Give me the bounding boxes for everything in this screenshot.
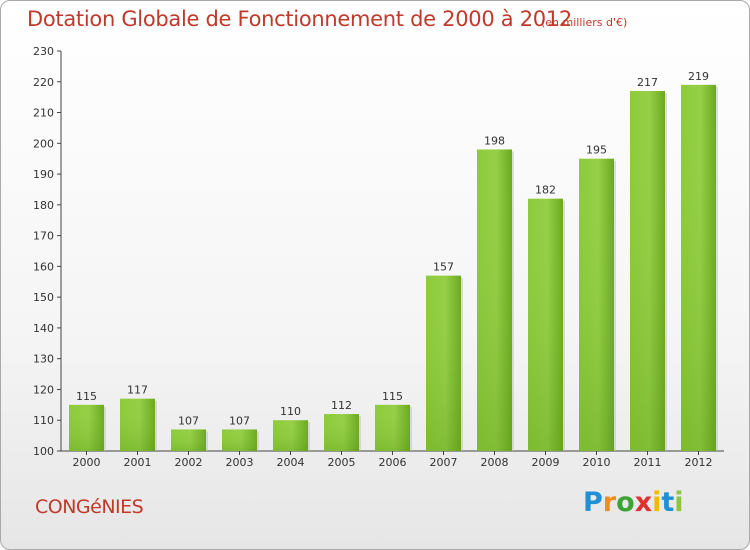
bar-shade xyxy=(69,404,104,451)
x-tick-label: 2005 xyxy=(328,456,356,469)
x-tick-label: 2002 xyxy=(175,456,203,469)
y-tick-label: 190 xyxy=(33,168,54,181)
bar-shade xyxy=(222,429,257,451)
x-tick-label: 2010 xyxy=(583,456,611,469)
bar-shade xyxy=(630,91,665,451)
logo-letter: r xyxy=(602,487,617,518)
x-tick-label: 2003 xyxy=(226,456,254,469)
logo-letter: o xyxy=(616,487,635,518)
y-tick-label: 180 xyxy=(33,199,54,212)
y-tick-label: 110 xyxy=(33,414,54,427)
bar-shade xyxy=(579,158,614,451)
y-tick-label: 150 xyxy=(33,291,54,304)
bar-shade xyxy=(681,84,716,451)
chart-title: Dotation Globale de Fonctionnement de 20… xyxy=(27,7,572,31)
bar-value-label: 112 xyxy=(331,399,352,412)
bar-value-label: 110 xyxy=(280,405,301,418)
x-tick-label: 2011 xyxy=(634,456,662,469)
x-tick-label: 2000 xyxy=(73,456,101,469)
proxiti-logo: Proxiti xyxy=(583,487,684,518)
bar-value-label: 107 xyxy=(229,414,250,427)
y-tick-label: 210 xyxy=(33,107,54,120)
y-tick-label: 200 xyxy=(33,137,54,150)
logo-letter: P xyxy=(583,487,603,518)
bar-value-label: 198 xyxy=(484,134,505,147)
commune-name: CONGéNIES xyxy=(35,496,144,518)
bar-shade xyxy=(171,429,206,451)
bar-shade xyxy=(477,149,512,451)
logo-letter: i xyxy=(652,487,662,518)
x-tick-label: 2007 xyxy=(430,456,458,469)
y-tick-label: 120 xyxy=(33,383,54,396)
bar-shade xyxy=(528,198,563,451)
bar-value-label: 157 xyxy=(433,261,454,274)
bar-shade xyxy=(273,420,308,451)
logo-letter: t xyxy=(661,487,675,518)
bar-value-label: 115 xyxy=(382,390,403,403)
bar-labels: 115 117 107 107 110 112 115 157 198 182 195 217 219 xyxy=(76,70,709,428)
bar-shade xyxy=(426,275,461,451)
bar-value-label: 117 xyxy=(127,384,148,397)
y-tick-label: 220 xyxy=(33,76,54,89)
bars xyxy=(69,84,718,451)
axes: 100 110 120 130 140 150 160 170 180 190 200 210 220 2… xyxy=(33,45,724,469)
y-tick-label: 230 xyxy=(33,45,54,58)
y-tick-label: 100 xyxy=(33,445,54,458)
bar-shade xyxy=(324,414,359,451)
x-tick-label: 2008 xyxy=(481,456,509,469)
x-tick-label: 2009 xyxy=(532,456,560,469)
y-tick-label: 130 xyxy=(33,353,54,366)
bar-value-label: 182 xyxy=(535,184,556,197)
x-tick-label: 2001 xyxy=(124,456,152,469)
y-tick-label: 140 xyxy=(33,322,54,335)
bar-value-label: 115 xyxy=(76,390,97,403)
chart-subtitle: (en milliers d'€) xyxy=(541,16,628,29)
y-tick-label: 170 xyxy=(33,230,54,243)
logo-letter: i xyxy=(674,487,684,518)
bar-value-label: 217 xyxy=(637,76,658,89)
x-tick-label: 2004 xyxy=(277,456,305,469)
bar-shade xyxy=(120,398,155,451)
logo-letter: x xyxy=(634,487,653,518)
bar-value-label: 219 xyxy=(688,70,709,83)
bar-shade xyxy=(375,404,410,451)
y-tick-label: 160 xyxy=(33,260,54,273)
x-tick-label: 2012 xyxy=(685,456,713,469)
x-tick-label: 2006 xyxy=(379,456,407,469)
bar-value-label: 107 xyxy=(178,414,199,427)
bar-value-label: 195 xyxy=(586,144,607,157)
